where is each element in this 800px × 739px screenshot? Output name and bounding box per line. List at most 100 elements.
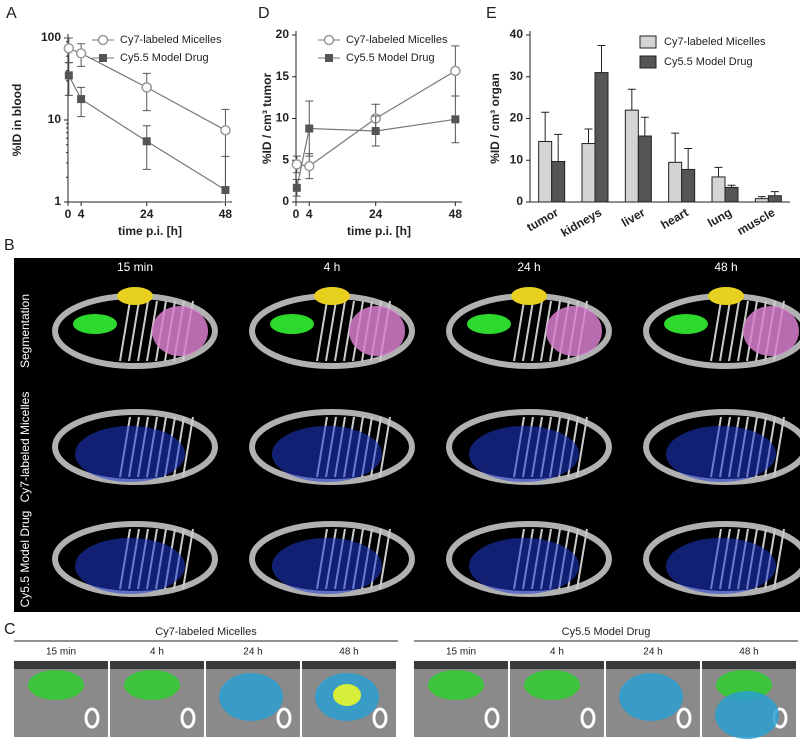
time-label: 48 h xyxy=(739,647,758,658)
time-label: 15 min xyxy=(46,647,76,658)
signal xyxy=(619,673,683,721)
marker xyxy=(291,159,303,170)
time-label: 15 min xyxy=(117,260,153,274)
legend-label: Cy5.5 Model Drug xyxy=(120,52,209,64)
skeleton xyxy=(446,409,612,485)
rib xyxy=(773,528,785,590)
bar xyxy=(711,176,726,203)
x-tick-label: liver xyxy=(619,205,648,230)
error-bar xyxy=(584,128,593,144)
signal xyxy=(75,426,185,482)
y-axis-label: %ID / cm³ organ xyxy=(488,73,502,164)
row-label: Cy5.5 Model Drug xyxy=(18,511,32,608)
row-label: Cy7-labeled Micelles xyxy=(18,392,32,503)
time-label: 24 h xyxy=(643,647,662,658)
y-axis-label: %ID / cm³ tumor xyxy=(260,73,274,165)
skeleton xyxy=(249,521,415,597)
x-axis-label: time p.i. [h] xyxy=(118,224,182,238)
rib xyxy=(137,300,149,362)
time-label: 4 h xyxy=(150,647,164,658)
x-tick-label: 4 xyxy=(78,207,85,221)
signal xyxy=(666,538,776,594)
ct-band xyxy=(414,661,508,669)
error-bar xyxy=(714,166,723,177)
bar xyxy=(538,140,553,203)
y-tick-label: 40 xyxy=(510,27,524,41)
error-bar xyxy=(627,88,636,111)
rib xyxy=(576,528,588,590)
bone xyxy=(676,707,692,729)
time-label: 15 min xyxy=(446,647,476,658)
series-line xyxy=(68,47,226,131)
marker xyxy=(63,42,75,54)
x-tick-label: tumor xyxy=(524,205,561,234)
signal xyxy=(75,538,185,594)
time-label: 4 h xyxy=(550,647,564,658)
marker xyxy=(141,82,152,93)
bone xyxy=(580,707,596,729)
marker xyxy=(64,71,73,80)
skeleton xyxy=(643,521,800,597)
legend-swatch xyxy=(639,55,657,69)
x-tick-label: 48 xyxy=(219,207,233,221)
x-tick-label: muscle xyxy=(735,205,778,238)
signal xyxy=(219,673,283,721)
ct-band xyxy=(702,661,796,669)
rib xyxy=(728,300,740,362)
signal xyxy=(469,426,579,482)
y-tick-label: 20 xyxy=(510,111,524,125)
skeleton xyxy=(249,409,415,485)
marker xyxy=(77,95,86,104)
ct-band xyxy=(302,661,396,669)
legend-label: Cy5.5 Model Drug xyxy=(664,56,753,68)
organ xyxy=(314,287,350,305)
y-tick-label: 15 xyxy=(276,69,290,83)
signal xyxy=(666,426,776,482)
signal xyxy=(469,538,579,594)
signal xyxy=(272,538,382,594)
marker xyxy=(371,127,380,136)
time-label: 48 h xyxy=(714,260,737,274)
x-tick-label: lung xyxy=(705,205,734,230)
y-tick-label: 0 xyxy=(282,194,289,208)
rib xyxy=(379,416,391,478)
ct-band xyxy=(510,661,604,669)
tumor-seg xyxy=(524,670,580,700)
legend-label: Cy5.5 Model Drug xyxy=(346,52,435,64)
signal xyxy=(272,426,382,482)
y-tick-label: 10 xyxy=(48,112,62,126)
bar xyxy=(668,161,683,203)
bar xyxy=(581,143,596,203)
series-line xyxy=(296,70,456,167)
organ xyxy=(73,314,117,334)
marker xyxy=(304,160,315,172)
skeleton xyxy=(446,521,612,597)
y-tick-label: 1 xyxy=(54,194,61,208)
bone xyxy=(84,707,100,729)
panel-label: A xyxy=(6,5,17,22)
series-line xyxy=(68,75,226,191)
panel-label: B xyxy=(4,237,15,254)
ct-band xyxy=(110,661,204,669)
marker xyxy=(451,115,460,124)
x-tick-label: 24 xyxy=(369,207,383,221)
error-bar xyxy=(770,191,779,196)
organ xyxy=(664,314,708,334)
marker xyxy=(450,65,461,77)
bone xyxy=(372,707,388,729)
organ xyxy=(349,306,405,356)
x-tick-label: 24 xyxy=(140,207,154,221)
time-label: 24 h xyxy=(243,647,262,658)
organ xyxy=(511,287,547,305)
panel-label: E xyxy=(486,5,497,22)
y-tick-label: 5 xyxy=(282,152,289,166)
time-label: 48 h xyxy=(339,647,358,658)
organ xyxy=(152,306,208,356)
rib xyxy=(576,416,588,478)
y-tick-label: 0 xyxy=(516,194,523,208)
error-bar xyxy=(671,132,680,163)
y-tick-label: 100 xyxy=(41,30,61,44)
tumor-seg xyxy=(428,670,484,700)
x-tick-label: kidneys xyxy=(558,205,604,240)
rib xyxy=(719,300,731,362)
